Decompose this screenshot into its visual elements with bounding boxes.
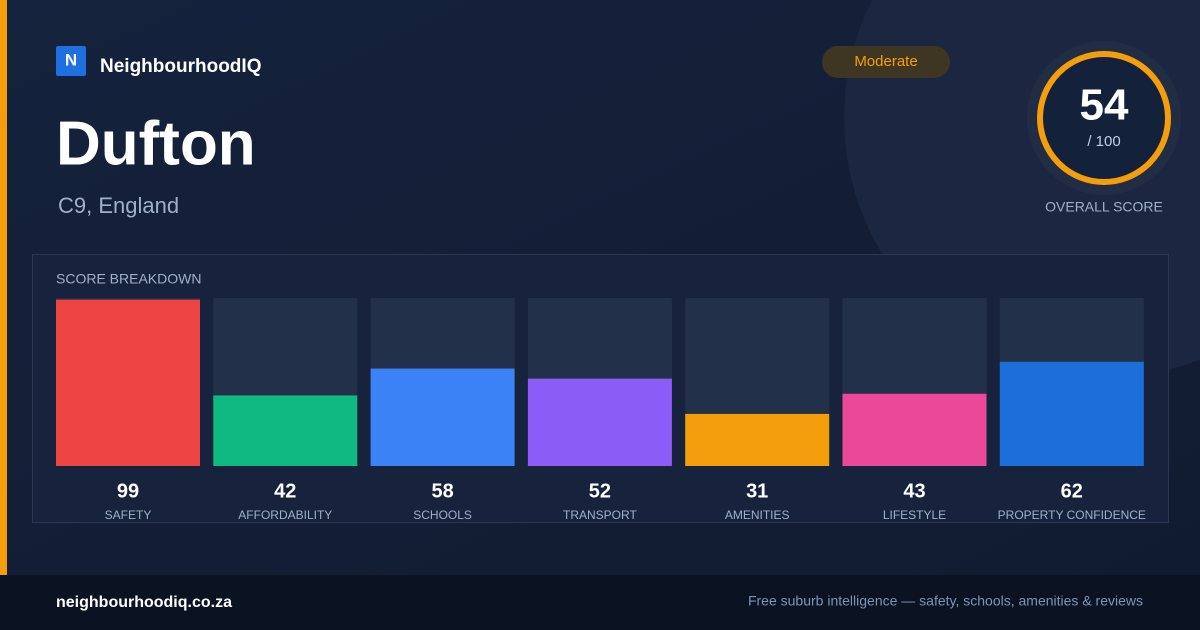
overall-score: 54 xyxy=(1080,81,1129,130)
category-label: AFFORDABILITY xyxy=(238,508,332,522)
value-label: 31 xyxy=(746,480,768,502)
value-label: 42 xyxy=(274,480,296,502)
value-label: 58 xyxy=(431,480,453,502)
bar xyxy=(527,378,672,466)
place-region: C9, England xyxy=(58,193,179,218)
value-label: 99 xyxy=(117,480,139,502)
bar xyxy=(999,361,1144,466)
value-label: 62 xyxy=(1061,480,1083,502)
bar xyxy=(842,393,987,466)
category-label: AMENITIES xyxy=(725,508,790,522)
category-label: LIFESTYLE xyxy=(883,508,946,522)
bar xyxy=(56,299,200,466)
bar xyxy=(370,368,515,466)
place-name: Dufton xyxy=(56,109,256,178)
brand-name: NeighbourhoodIQ xyxy=(100,56,261,77)
footer-site: neighbourhoodiq.co.za xyxy=(56,594,232,611)
score-ring xyxy=(1037,51,1171,185)
category-label: PROPERTY CONFIDENCE xyxy=(998,508,1146,522)
badge xyxy=(822,46,950,78)
logo xyxy=(56,46,86,76)
accent-strip xyxy=(0,0,7,575)
footer-bar xyxy=(0,575,1200,630)
badge-text: Moderate xyxy=(854,53,917,70)
category-label: SCHOOLS xyxy=(413,508,472,522)
value-label: 52 xyxy=(589,480,611,502)
breakdown-title: SCORE BREAKDOWN xyxy=(56,271,201,287)
bar xyxy=(685,413,830,466)
value-label: 43 xyxy=(903,480,925,502)
logo-letter: N xyxy=(65,50,77,69)
bar xyxy=(213,395,358,466)
overall-out-of: / 100 xyxy=(1087,133,1120,150)
footer-tagline: Free suburb intelligence — safety, schoo… xyxy=(748,593,1143,609)
category-label: TRANSPORT xyxy=(563,508,637,522)
category-label: SAFETY xyxy=(105,508,152,522)
overall-label: OVERALL SCORE xyxy=(1045,199,1163,215)
